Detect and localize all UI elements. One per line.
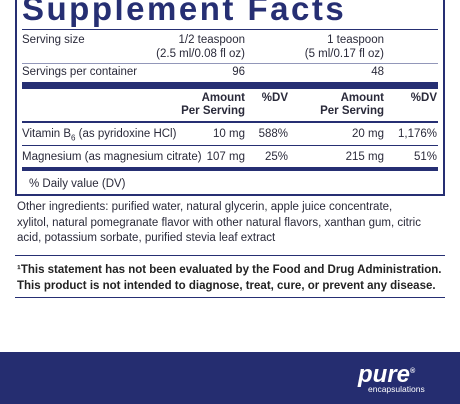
rule xyxy=(22,121,438,123)
value: 48 xyxy=(371,66,384,78)
value: 215 mg xyxy=(345,151,384,163)
header: Amount xyxy=(201,92,245,104)
value: 20 mg xyxy=(352,128,384,140)
value: (5 ml/0.17 fl oz) xyxy=(304,48,384,60)
subscript: 6 xyxy=(71,133,76,143)
value: 10 mg xyxy=(213,128,245,140)
thick-rule xyxy=(22,82,438,89)
box-left xyxy=(15,0,17,196)
label: Servings per container xyxy=(22,66,138,78)
brand-name: pure xyxy=(358,361,411,388)
ingredients: Other ingredients: purified water, natur… xyxy=(17,201,421,244)
value: (2.5 ml/0.08 fl oz) xyxy=(156,48,245,60)
rule xyxy=(15,297,445,298)
title: Supplement Facts xyxy=(22,0,347,27)
text: (as pyridoxine HCl) xyxy=(75,128,177,140)
label: Serving size xyxy=(22,34,85,46)
tagline: encapsulations xyxy=(368,384,425,394)
value: 1 teaspoon xyxy=(327,34,384,46)
rule xyxy=(15,255,445,256)
nutrient: Vitamin B6 (as pyridoxine HCl) xyxy=(22,128,176,144)
nutrient: Magnesium (as magnesium citrate) xyxy=(22,151,202,163)
header: Per Serving xyxy=(320,105,384,117)
header: Amount xyxy=(340,92,384,104)
value: 588% xyxy=(258,128,288,140)
value: 51% xyxy=(413,151,437,163)
value: 1,176% xyxy=(397,128,437,140)
header: %DV xyxy=(261,92,288,104)
box-bottom xyxy=(15,194,445,196)
statement: ¹This statement has not been evaluated b… xyxy=(17,264,442,292)
header: Per Serving xyxy=(181,105,245,117)
value: 25% xyxy=(264,151,288,163)
box-right xyxy=(443,0,445,196)
rule xyxy=(22,29,438,30)
text: Vitamin B xyxy=(22,128,72,140)
value: 96 xyxy=(232,66,245,78)
rule xyxy=(22,63,438,64)
trademark: ® xyxy=(410,368,416,375)
value: 107 mg xyxy=(206,151,245,163)
rule xyxy=(22,145,438,146)
brand: pure® xyxy=(358,359,415,388)
header: %DV xyxy=(410,92,437,104)
value: 1/2 teaspoon xyxy=(178,34,245,46)
dv-note: % Daily value (DV) xyxy=(29,178,126,190)
footer-band: pure® encapsulations xyxy=(0,352,460,404)
thick-rule xyxy=(22,167,438,171)
